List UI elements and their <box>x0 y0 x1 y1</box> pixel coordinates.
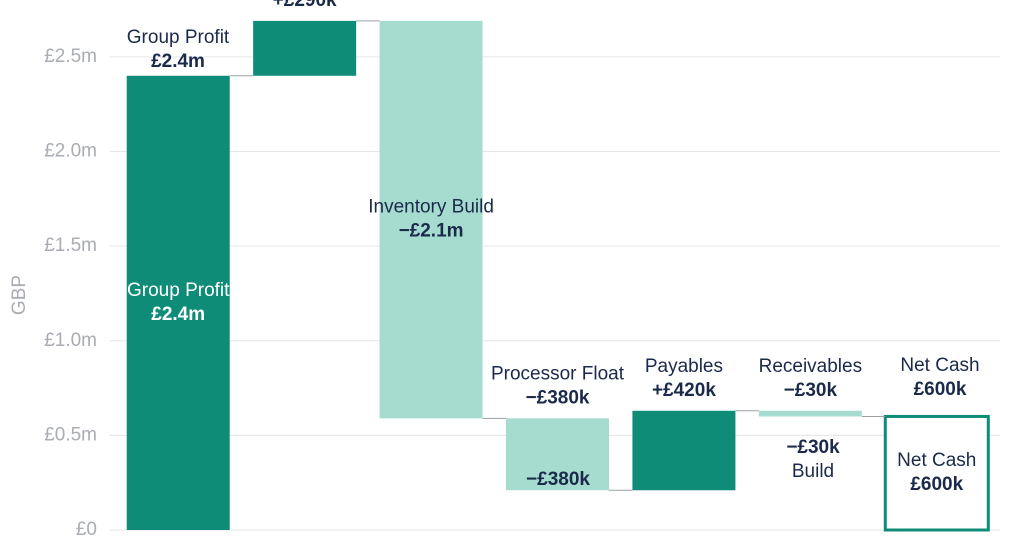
annotation: Net Cash <box>900 355 979 376</box>
category-label: Inventory Build <box>368 197 494 218</box>
value-label: +£290k <box>273 0 337 11</box>
value-label: £2.4m <box>151 304 205 325</box>
bar <box>126 75 230 531</box>
annotation: Build <box>792 461 834 482</box>
bar <box>379 20 483 419</box>
category-label: Receivables <box>759 356 863 377</box>
bar <box>253 20 357 76</box>
y-axis-label: GBP <box>9 275 30 315</box>
category-label: Payables <box>645 356 723 377</box>
bar <box>632 410 736 491</box>
category-label: Group Profit <box>127 280 230 301</box>
y-tick-label: £0.5m <box>44 424 97 445</box>
total-bar <box>883 414 990 532</box>
bar <box>758 410 862 417</box>
category-label: Processor Float <box>491 363 625 384</box>
value-label: £600k <box>910 474 963 495</box>
y-tick-label: £0 <box>76 519 97 540</box>
annotation: −£30k <box>786 437 840 458</box>
y-tick-label: £2.0m <box>44 140 97 161</box>
y-tick-label: £2.5m <box>44 46 97 67</box>
value-label: −£30k <box>784 380 838 401</box>
y-tick-label: £1.0m <box>44 330 97 351</box>
annotation: Group Profit <box>127 27 230 48</box>
y-tick-label: £1.5m <box>44 235 97 256</box>
value-label: −£2.1m <box>399 221 464 242</box>
value-label: +£420k <box>652 380 716 401</box>
annotation: −£380k <box>526 469 590 490</box>
annotation: £600k <box>914 379 967 400</box>
annotation: £2.4m <box>151 51 205 72</box>
category-label: Net Cash <box>897 450 976 471</box>
value-label: −£380k <box>526 387 590 408</box>
bar <box>506 418 609 491</box>
